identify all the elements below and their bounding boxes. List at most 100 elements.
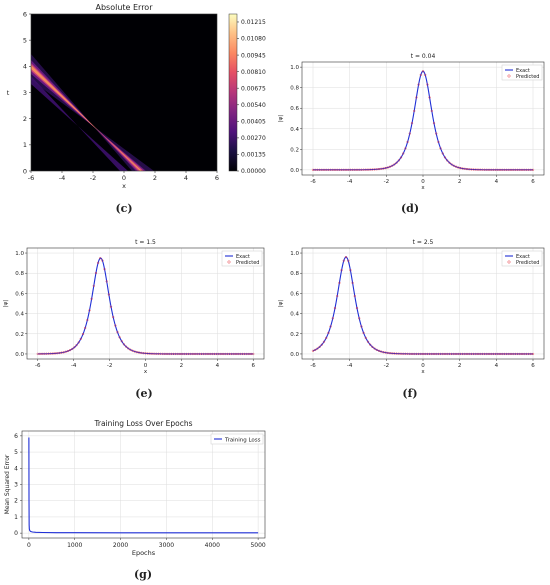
y-tick-label: 0.4 [290,127,299,133]
predicted-point [150,352,154,355]
predicted-point [333,168,337,171]
colorbar-tick-label: 0.00540 [241,102,266,109]
y-tick-label: 0.2 [15,332,24,338]
predicted-point [437,352,440,356]
predicted-point [490,352,493,356]
heatmap-x-tick-label: 0 [122,174,126,182]
predicted-point [448,352,451,356]
predicted-point [523,352,526,356]
predicted-point [142,352,145,355]
predicted-point [408,132,411,135]
predicted-point [73,346,76,349]
predicted-point [496,168,499,171]
predicted-point [325,168,328,171]
predicted-point [338,168,341,171]
predicted-point [468,168,471,171]
predicted-point [90,297,93,300]
predicted-point [402,352,405,355]
predicted-point [373,168,376,171]
predicted-point [79,337,82,340]
predicted-point [382,351,385,354]
legend-box [221,250,263,267]
predicted-point [518,168,521,171]
x-axis-label: x [421,185,425,191]
predicted-point [443,156,447,159]
predicted-point [247,352,251,356]
heatmap-y-tick-label: 1 [23,141,27,149]
predicted-point [476,168,480,171]
chart-title: t = 1.5 [135,239,156,246]
predicted-point [498,352,502,356]
heatmap-x-tick-label: -2 [90,174,96,182]
predicted-point [375,168,378,171]
predicted-point [450,352,453,356]
predicted-point [232,352,235,356]
predicted-point [450,163,453,166]
predicted-point [509,168,513,171]
legend-predicted-swatch [227,260,231,264]
predicted-point [94,271,98,275]
predicted-point [165,352,169,356]
predicted-point [64,350,67,353]
heatmap-title: Absolute Error [95,3,153,12]
predicted-point [459,166,462,170]
predicted-point [56,352,59,355]
predicted-point [380,350,383,353]
y-tick-label: 0.2 [290,332,299,338]
predicted-point [421,352,425,356]
y-tick-label: 0.8 [290,86,299,92]
predicted-point [174,352,177,356]
predicted-point [457,352,460,356]
caption-c: (c) [115,202,132,215]
legend-predicted-swatch [507,74,511,78]
y-axis-label: |ψ| [3,300,9,307]
predicted-point [432,122,436,125]
predicted-point [344,168,348,171]
chart-title: t = 0.04 [411,53,436,60]
y-tick-label: 0.6 [290,106,299,112]
x-tick-label: -6 [310,179,316,185]
predicted-point [237,352,240,356]
predicted-point [101,259,104,262]
predicted-point [415,96,418,99]
predicted-point [219,352,223,356]
predicted-point [514,168,517,171]
predicted-point [492,352,495,356]
predicted-point [430,352,433,356]
colorbar-tick-label: 0.01080 [241,36,266,43]
x-tick-label: -2 [384,363,389,369]
y-tick-label: 1 [14,514,18,521]
y-tick-label: 1.0 [15,251,24,257]
predicted-point [512,168,515,171]
colorbar-tick-label: 0.00945 [241,52,266,59]
x-tick-label: 6 [531,363,535,369]
predicted-point [529,168,532,171]
predicted-point [144,352,147,355]
predicted-point [314,348,317,351]
predicted-point [187,352,190,356]
predicted-point [320,168,323,171]
x-axis-label: x [144,369,148,375]
heatmap-y-tick-label: 3 [23,89,27,97]
predicted-point [490,168,493,171]
heatmap-x-tick-label: 4 [184,174,188,182]
legend-predicted-label: Predicted [516,74,539,80]
predicted-point [492,168,495,171]
heatmap-x-ticks: -6 -4 -2 0 2 4 6 [28,171,219,182]
predicted-point [347,168,350,171]
predicted-point [397,159,400,162]
predicted-point [226,352,229,356]
predicted-point [512,352,515,356]
predicted-point [437,140,440,143]
y-tick-label: 0.6 [290,291,299,297]
y-tick-label: 0.4 [290,312,299,318]
x-axis-label: Epochs [132,549,156,557]
predicted-point [435,132,438,135]
predicted-point [391,352,394,355]
predicted-point [485,168,488,171]
heatmap-ylabel: t [7,89,10,97]
legend-box [210,433,264,445]
predicted-point [148,352,151,355]
predicted-point [459,352,462,356]
